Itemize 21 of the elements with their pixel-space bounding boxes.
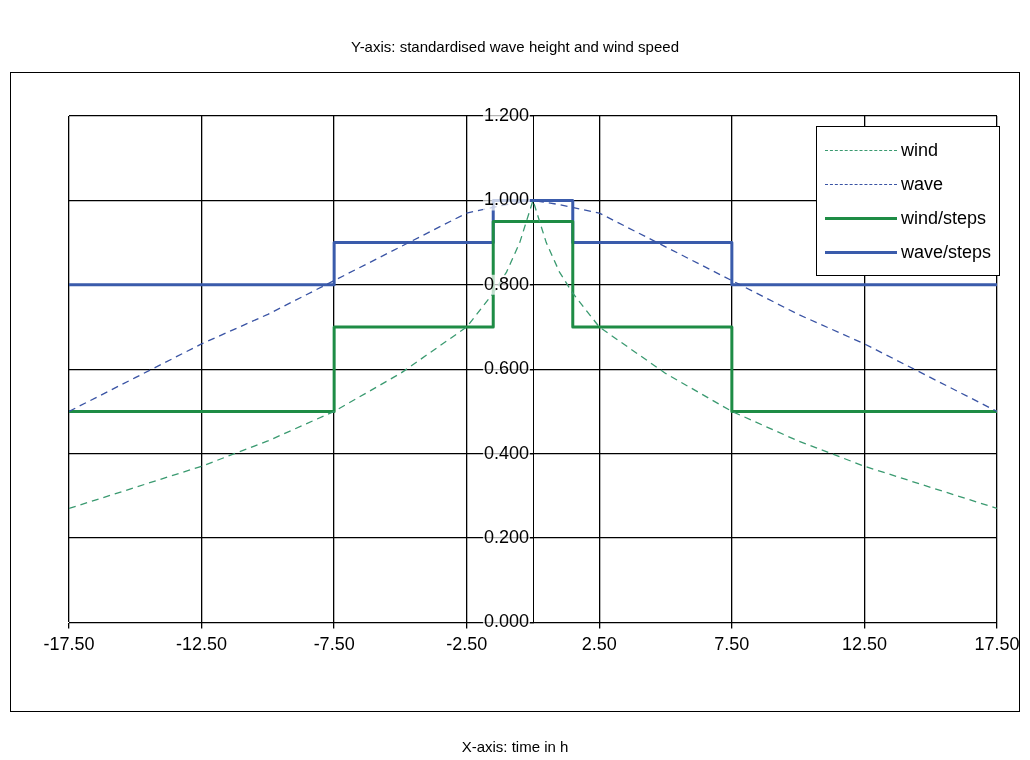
y-tick-label: 1.200 <box>483 104 529 125</box>
text: X-axis: time in h <box>460 738 570 755</box>
x-tick-label: -17.50 <box>43 634 95 655</box>
y-tick-label: 0.800 <box>483 273 529 294</box>
y-tick-label: 1.000 <box>483 189 529 210</box>
x-tick-label: 2.50 <box>581 634 617 655</box>
chart-title: Y-axis: standardised wave height and wind speed <box>350 38 680 55</box>
y-tick-label: 0.200 <box>483 526 529 547</box>
legend-label: wave <box>901 173 944 195</box>
x-tick-label: -12.50 <box>176 634 228 655</box>
legend-label: wave/steps <box>901 241 992 263</box>
x-tick-label: 12.50 <box>841 634 887 655</box>
x-tick-label: -7.50 <box>313 634 355 655</box>
x-tick-label: 7.50 <box>714 634 750 655</box>
y-tick-label: 0.600 <box>483 358 529 379</box>
legend-label: wind <box>901 139 939 161</box>
y-tick-label: 0.400 <box>483 442 529 463</box>
x-tick-label: 17.50 <box>974 634 1020 655</box>
y-tick-label: 0.000 <box>483 611 529 632</box>
x-tick-label: -2.50 <box>446 634 488 655</box>
legend-label: wind/steps <box>901 207 987 229</box>
